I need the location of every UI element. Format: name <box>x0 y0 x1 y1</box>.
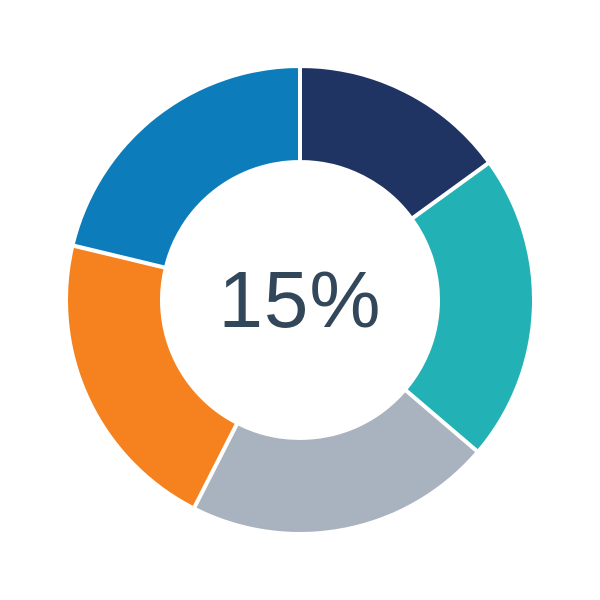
donut-segment-gray <box>191 387 480 536</box>
donut-segment-orange <box>64 243 240 511</box>
donut-segment-teal <box>402 160 536 454</box>
donut-segment-blue <box>70 64 302 270</box>
